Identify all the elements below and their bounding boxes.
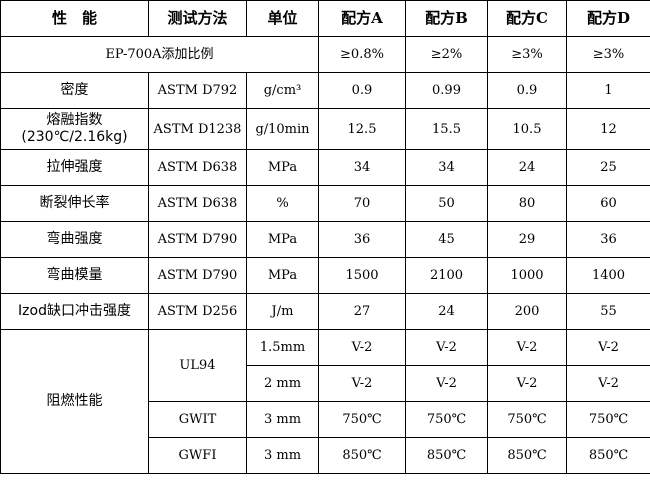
unit-cell: g/10min [246,108,319,150]
method-cell: GWFI [148,437,247,474]
unit-cell: 1.5mm [246,329,319,366]
table-row: 密度 ASTM D792 g/cm³ 0.9 0.99 0.9 1 [0,72,650,109]
value-cell: V-2 [566,329,650,366]
unit-cell: MPa [246,257,319,294]
value-cell: 1500 [318,257,406,294]
method-cell: UL94 [148,329,247,402]
header-cell: 测试方法 [148,0,247,37]
method-cell: ASTM D638 [148,185,247,222]
header-cell: 配方C [487,0,567,37]
method-cell: GWIT [148,401,247,438]
value-cell: 750℃ [405,401,488,438]
value-cell: 2100 [405,257,488,294]
value-cell: 200 [487,293,567,330]
value-cell: 60 [566,185,650,222]
value-cell: V-2 [487,329,567,366]
value-cell: 80 [487,185,567,222]
value-cell: 750℃ [318,401,406,438]
ratio-label: EP-700A添加比例 [0,36,319,73]
value-cell: 10.5 [487,108,567,150]
method-cell: ASTM D1238 [148,108,247,150]
table-row: 熔融指数(230℃/2.16kg) ASTM D1238 g/10min 12.5 15… [0,108,650,150]
value-cell: 850℃ [405,437,488,474]
unit-cell: MPa [246,149,319,186]
value-cell: 0.99 [405,72,488,109]
property-cell: 阻燃性能 [0,329,149,474]
value-cell: V-2 [318,365,406,402]
value-cell: 0.9 [487,72,567,109]
value-cell: 12 [566,108,650,150]
value-cell: 750℃ [487,401,567,438]
value-cell: 850℃ [566,437,650,474]
value-cell: 34 [405,149,488,186]
ratio-row: EP-700A添加比例 ≥0.8% ≥2% ≥3% ≥3% [0,36,650,73]
value-cell: 27 [318,293,406,330]
table-row: 断裂伸长率 ASTM D638% 70 50 80 60 [0,185,650,222]
value-cell: 12.5 [318,108,406,150]
table-row: GWFI 3 mm 850℃ 850℃ 850℃ 850℃ [1,437,650,474]
unit-cell: MPa [246,221,319,258]
table-row: 2 mm V-2 V-2 V-2 V-2 [1,365,650,402]
value-cell: 36 [318,221,406,258]
value-cell: 750℃ [566,401,650,438]
value-cell: 1 [566,72,650,109]
method-cell: ASTM D790 [148,221,247,258]
value-cell: V-2 [405,365,488,402]
property-cell: 密度 [0,72,149,109]
table-row: 阻燃性能 UL94 1.5mm V-2 V-2 V-2 V-2 [0,329,650,474]
value-cell: 24 [487,149,567,186]
table-row: 弯曲模量 ASTM D790 MPa 1500 2100 1000 1400 [0,257,650,294]
method-cell: ASTM D792 [148,72,247,109]
value-cell: 25 [566,149,650,186]
table-row: Izod缺口冲击强度 ASTM D256 J/m 27 24 200 55 [0,293,650,330]
property-cell: Izod缺口冲击强度 [0,293,149,330]
unit-cell: % [246,185,319,222]
value-cell: V-2 [405,329,488,366]
value-cell: 850℃ [318,437,406,474]
ratio-value: ≥0.8% [318,36,406,73]
value-cell: V-2 [487,365,567,402]
unit-cell: J/m [246,293,319,330]
header-cell: 性 能 [0,0,149,37]
unit-cell: 3 mm [246,401,319,438]
properties-table: 性 能 测试方法 单位 配方A 配方B 配方C 配方D EP-700A添加比例 … [0,0,650,474]
value-cell: 1400 [566,257,650,294]
value-cell: 29 [487,221,567,258]
value-cell: V-2 [318,329,406,366]
table-row: 弯曲强度 ASTM D790 MPa 36 45 29 36 [0,221,650,258]
value-cell: 70 [318,185,406,222]
method-cell: ASTM D256 [148,293,247,330]
unit-cell: 3 mm [246,437,319,474]
table-row: 拉伸强度 ASTM D638 MPa 34 34 24 25 [0,149,650,186]
table-row: GWIT 3 mm 750℃ 750℃ 750℃ 750℃ [1,401,650,438]
value-cell: V-2 [566,365,650,402]
header-row: 性 能 测试方法 单位 配方A 配方B 配方C 配方D [0,0,650,37]
value-cell: 24 [405,293,488,330]
value-cell: 1000 [487,257,567,294]
value-cell: 45 [405,221,488,258]
value-cell: 36 [566,221,650,258]
unit-cell: g/cm³ [246,72,319,109]
property-cell: 熔融指数(230℃/2.16kg) [0,108,149,150]
header-cell: 配方D [566,0,650,37]
value-cell: 850℃ [487,437,567,474]
method-cell: ASTM D790 [148,257,247,294]
value-cell: 50 [405,185,488,222]
property-cell: 弯曲强度 [0,221,149,258]
property-cell: 拉伸强度 [0,149,149,186]
ratio-value: ≥2% [405,36,488,73]
value-cell: 55 [566,293,650,330]
header-cell: 配方A [318,0,406,37]
property-cell: 断裂伸长率 [0,185,149,222]
header-cell: 单位 [246,0,319,37]
ratio-value: ≥3% [487,36,567,73]
value-cell: 0.9 [318,72,406,109]
value-cell: 15.5 [405,108,488,150]
unit-cell: 2 mm [246,365,319,402]
method-cell: ASTM D638 [148,149,247,186]
ratio-value: ≥3% [566,36,650,73]
header-cell: 配方B [405,0,488,37]
property-cell: 弯曲模量 [0,257,149,294]
value-cell: 34 [318,149,406,186]
